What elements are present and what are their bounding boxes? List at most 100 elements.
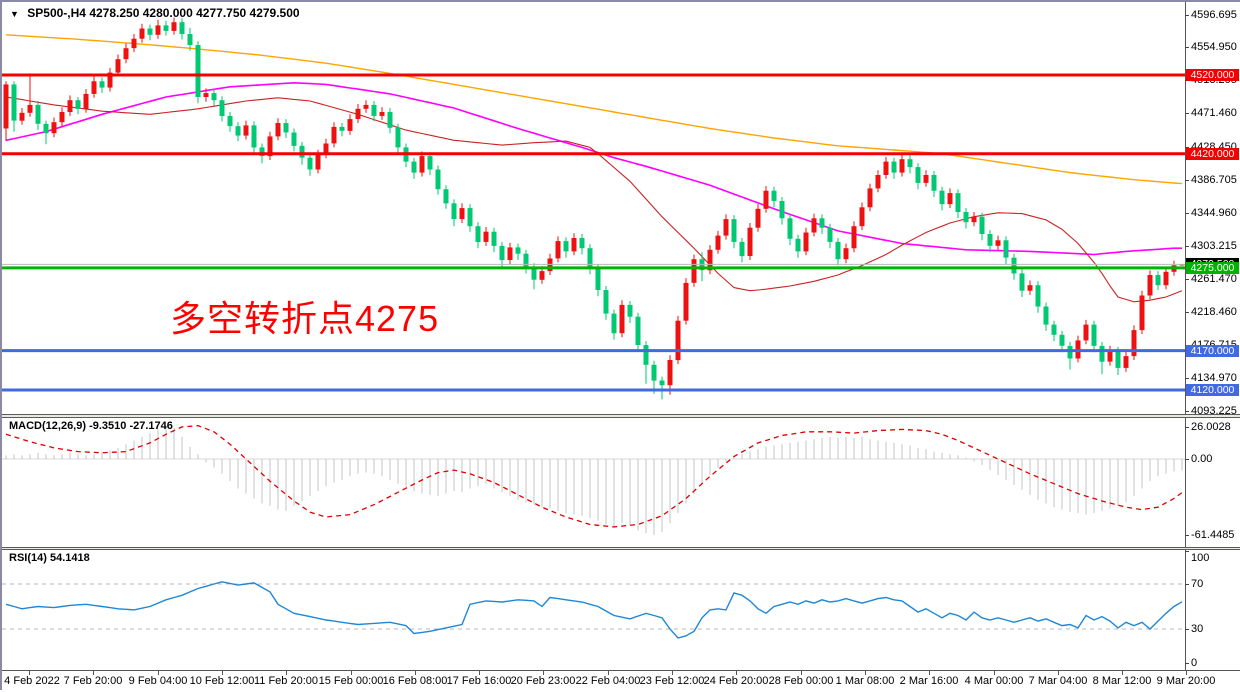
candle-down: [75, 97, 81, 115]
rsi-axis[interactable]: [1185, 550, 1240, 670]
time-label: 7 Feb 20:00: [63, 675, 123, 687]
candle-down: [643, 341, 649, 384]
candle-down: [635, 312, 641, 352]
candle-down: [1091, 320, 1097, 353]
candle-down: [179, 18, 185, 40]
candle-down: [1059, 330, 1065, 353]
time-axis[interactable]: 4 Feb 2022 7 Feb 20:00 9 Feb 04:00 10 Feb 1…: [2, 670, 1240, 692]
candle-down: [651, 360, 657, 394]
time-label: 7 Mar 04:00: [1028, 675, 1088, 687]
price-tick-label: 4093.225: [1191, 405, 1237, 417]
candle-down: [939, 186, 945, 211]
candle-down: [1035, 281, 1041, 313]
candle-down: [987, 230, 993, 253]
candle-up: [331, 122, 337, 148]
time-tick: [158, 671, 159, 675]
price-tick: [1185, 147, 1189, 148]
candle-up: [811, 213, 817, 237]
candle-up: [675, 315, 681, 364]
price-tick: [1185, 246, 1189, 247]
candle-down: [307, 153, 313, 176]
candle-down: [187, 27, 193, 51]
macd-signal-value: -27.1746: [129, 420, 173, 432]
candle-up: [347, 114, 353, 135]
candle-up: [1123, 351, 1129, 372]
price-tick-label: 4596.695: [1191, 9, 1237, 21]
candle-down: [1043, 302, 1049, 331]
macd-label: MACD(12,26,9) -9.3510 -27.1746: [9, 420, 173, 432]
macd-tick: [1185, 535, 1189, 536]
rsi-tick: [1185, 584, 1189, 585]
candle-down: [11, 81, 17, 132]
candle-down: [627, 301, 633, 323]
macd-tick-label: 0.00: [1191, 453, 1213, 465]
ma-fast-line: [5, 96, 1183, 303]
candle-down: [235, 122, 241, 142]
candle-up: [1163, 267, 1169, 290]
candle-down: [907, 154, 913, 174]
macd-indicator-panel[interactable]: [2, 418, 1240, 547]
quote-low: 4277.750: [196, 6, 247, 20]
price-tick: [1185, 47, 1189, 48]
candle-up: [91, 76, 97, 98]
rsi-line: [5, 581, 1183, 639]
price-tick-label: 4386.705: [1191, 174, 1237, 186]
price-chart-panel[interactable]: [2, 2, 1240, 414]
time-label: 11 Feb 20:00: [253, 675, 319, 687]
level-price-badge: 4520.000: [1186, 69, 1239, 81]
candle-down: [955, 189, 961, 219]
price-tick-label: 4218.460: [1191, 306, 1237, 318]
candle-up: [755, 204, 761, 232]
price-tick: [1185, 213, 1189, 214]
candle-up: [995, 235, 1001, 250]
candle-down: [563, 237, 569, 258]
candle-up: [3, 81, 9, 142]
candle-up: [275, 118, 281, 141]
macd-tick: [1185, 459, 1189, 460]
price-chart-canvas[interactable]: [2, 2, 1185, 414]
price-tick: [1185, 312, 1189, 313]
collapse-triangle-icon[interactable]: ▼: [10, 9, 19, 19]
candle-up: [243, 120, 249, 140]
rsi-value: 54.1418: [49, 552, 90, 564]
time-tick: [93, 671, 94, 675]
candle-down: [771, 186, 777, 208]
time-label: 23 Feb 12:00: [639, 675, 705, 687]
time-label: 2 Mar 16:00: [899, 675, 959, 687]
macd-tick-label: -61.4485: [1191, 529, 1235, 541]
time-tick: [801, 671, 802, 675]
candle-down: [827, 223, 833, 249]
candle-down: [1051, 320, 1057, 342]
rsi-canvas[interactable]: [2, 550, 1185, 670]
rsi-label: RSI(14) 54.1418: [9, 552, 90, 564]
candle-up: [67, 95, 73, 116]
macd-axis[interactable]: [1185, 418, 1240, 547]
candle-down: [211, 89, 217, 106]
candle-up: [83, 89, 89, 113]
macd-canvas[interactable]: [2, 418, 1185, 547]
candle-down: [891, 157, 897, 179]
candle-down: [227, 112, 233, 132]
candle-up: [867, 183, 873, 212]
price-tick-label: 4471.460: [1191, 107, 1237, 119]
candle-down: [195, 41, 201, 104]
time-tick: [479, 671, 480, 675]
rsi-tick-label: 30: [1191, 623, 1204, 635]
candle-up: [51, 117, 57, 138]
macd-main-value: -9.3510: [89, 420, 127, 432]
rsi-name: RSI(14): [9, 552, 47, 564]
candle-down: [731, 215, 737, 249]
rsi-indicator-panel[interactable]: [2, 550, 1240, 670]
quote-high: 4280.000: [142, 6, 193, 20]
candle-down: [339, 123, 345, 137]
panel-splitter-macd[interactable]: [2, 414, 1240, 418]
time-tick: [286, 671, 287, 675]
candle-down: [99, 77, 105, 94]
panel-splitter-rsi[interactable]: [2, 547, 1240, 550]
quote-close: 4279.500: [249, 6, 300, 20]
candle-up: [1075, 335, 1081, 363]
time-label: 8 Mar 12:00: [1092, 675, 1152, 687]
chart-title: ▼ SP500-,H4 4278.250 4280.000 4277.750 4…: [10, 6, 300, 20]
time-tick: [543, 671, 544, 675]
candle-up: [203, 88, 209, 102]
